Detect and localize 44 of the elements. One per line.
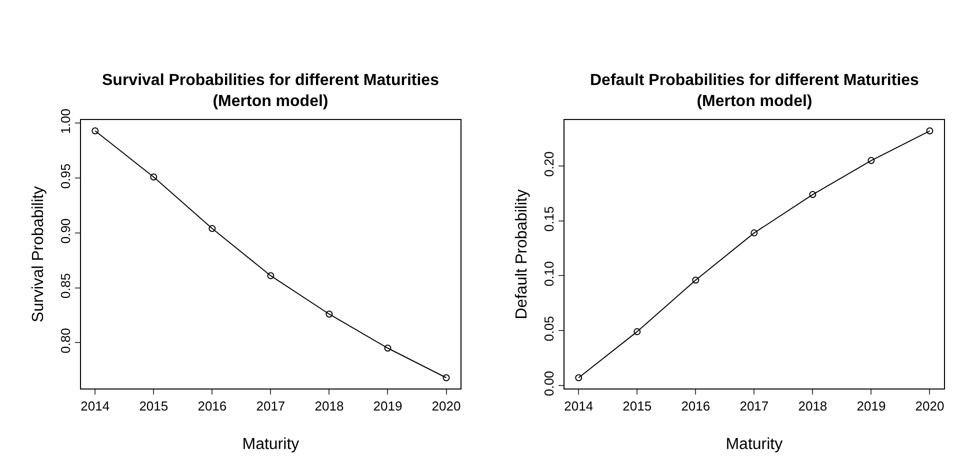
point — [92, 127, 99, 134]
x-tick-label: 2015 — [139, 398, 168, 414]
x-tick-label: 2017 — [256, 398, 286, 414]
x-tick-label: 2016 — [198, 398, 227, 414]
x-tick-label: 2015 — [622, 398, 652, 414]
point — [868, 157, 875, 164]
y-tick-label: 0.15 — [541, 206, 556, 232]
x-tick-label: 2017 — [740, 398, 769, 414]
y-axis-title: Default Probability — [513, 189, 530, 320]
point — [442, 374, 450, 382]
x-axis-title: Maturity — [242, 436, 300, 454]
x-tick-label: 2016 — [681, 398, 710, 414]
x-tick-label: 2019 — [856, 398, 886, 414]
x-axis-title: Maturity — [726, 436, 783, 454]
x-tick-label: 2018 — [314, 398, 344, 414]
point — [926, 127, 934, 134]
x-tick-label: 2019 — [373, 398, 402, 414]
y-tick-label: 0.05 — [541, 316, 556, 342]
x-tick-label: 2014 — [80, 398, 110, 414]
point — [267, 272, 274, 280]
y-tick-label: 0.20 — [541, 151, 556, 177]
y-tick-label: 0.80 — [58, 328, 73, 354]
y-tick-label: 1.00 — [58, 108, 73, 134]
x-tick-label: 2014 — [564, 398, 594, 414]
chart-title: Survival Probabilities for different Maturities (Merton model) — [102, 72, 440, 110]
point — [634, 328, 641, 336]
point — [326, 310, 333, 318]
point — [692, 276, 700, 284]
x-tick-label: 2020 — [432, 398, 461, 414]
chart-title: Default Probabilities for different Maturities (Merton model) — [590, 72, 920, 110]
y-tick-label: 0.85 — [58, 273, 73, 298]
x-tick-label: 2020 — [915, 398, 944, 414]
point — [809, 191, 816, 198]
y-tick-label: 0.10 — [541, 261, 556, 286]
point — [150, 173, 158, 180]
point — [384, 344, 392, 352]
x-tick-label: 2018 — [798, 398, 828, 414]
point — [750, 229, 758, 236]
y-tick-label: 0.90 — [58, 218, 73, 244]
point — [208, 225, 216, 232]
point — [575, 374, 582, 382]
y-tick-label: 0.00 — [541, 370, 556, 396]
y-tick-label: 0.95 — [58, 163, 73, 189]
y-axis-title: Survival Probability — [30, 186, 47, 322]
